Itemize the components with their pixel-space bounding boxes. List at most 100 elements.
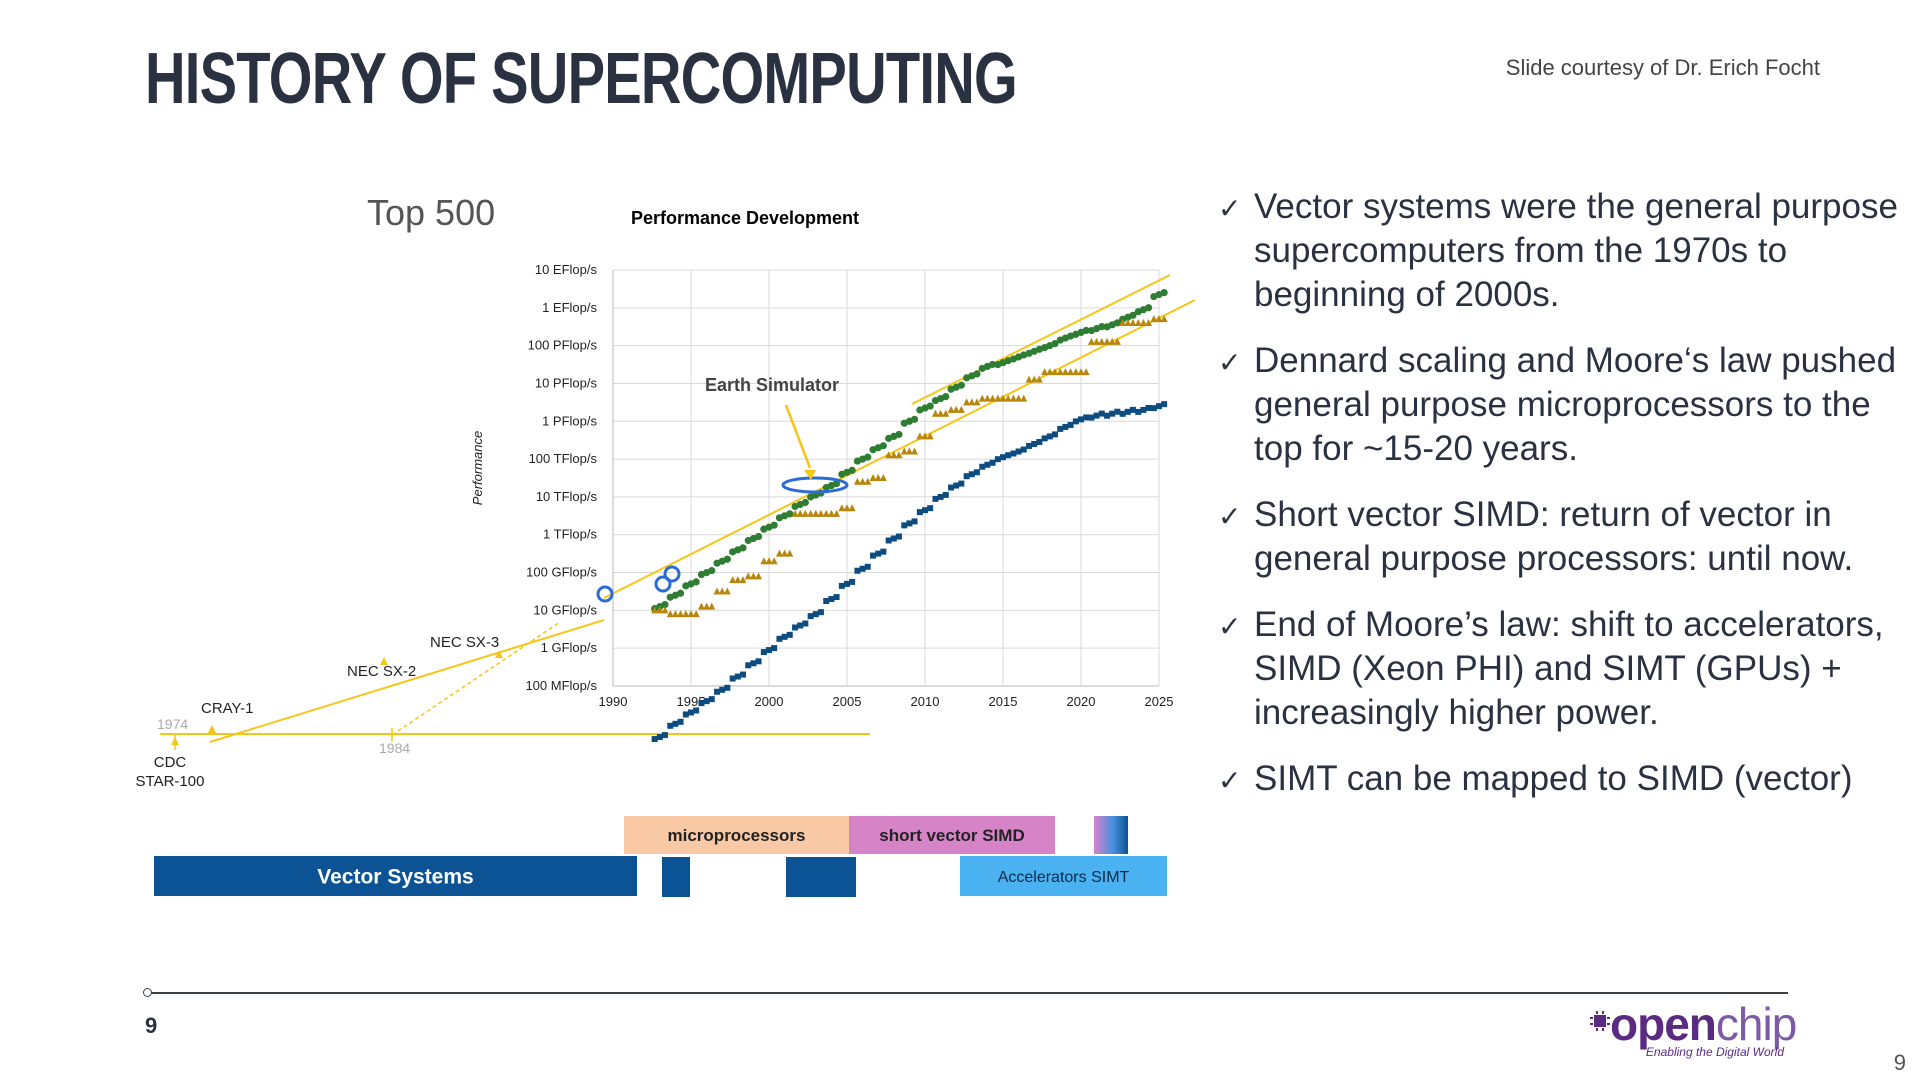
data-point-yellow <box>1051 368 1059 376</box>
data-point-yellow <box>1004 394 1012 402</box>
data-point-green <box>754 532 763 541</box>
annotation-arrowhead <box>804 470 816 480</box>
data-point-blue <box>714 688 721 695</box>
y-tick-label: 10 PFlop/s <box>535 375 598 390</box>
data-point-blue <box>1109 410 1116 417</box>
data-point-yellow <box>1077 368 1085 376</box>
data-point-yellow <box>859 477 867 485</box>
performance-chart: 100 MFlop/s 1 GFlop/s 10 GFlop/s 100 GFlop/… <box>136 208 1196 897</box>
label-nec-sx3: NEC SX-3 <box>430 634 499 651</box>
data-point-green <box>692 578 700 586</box>
data-point-yellow <box>1093 337 1101 345</box>
data-point-yellow <box>775 549 783 557</box>
bullet-item: ✓ SIMT can be mapped to SIMD (vector) <box>1218 757 1908 801</box>
footer-divider <box>148 992 1788 994</box>
timeline-accelerators-simt <box>960 856 1167 896</box>
data-point-green <box>1160 289 1168 297</box>
page-number-right: 9 <box>1893 1050 1906 1075</box>
data-point-blue <box>682 711 689 718</box>
data-point-yellow <box>791 509 799 517</box>
timeline-microprocessors-label: microprocessors <box>668 826 806 845</box>
openchip-logo: openchip Enabling the Digital World <box>1588 997 1797 1063</box>
data-point-yellow <box>952 405 960 413</box>
x-tick-label: 1995 <box>677 694 706 709</box>
data-point-blue <box>922 507 928 514</box>
data-point-yellow <box>989 394 997 402</box>
x-tick-label: 2015 <box>989 694 1018 709</box>
label-star100: STAR-100 <box>136 773 205 790</box>
data-point-blue <box>1036 438 1043 445</box>
data-point-blue <box>651 736 658 743</box>
data-point-yellow <box>911 447 919 455</box>
timeline-short-vector-simd-label: short vector SIMD <box>879 826 1024 845</box>
data-point-yellow <box>937 409 945 417</box>
logo-tagline: Enabling the Digital World <box>1645 1045 1784 1059</box>
label-1984: 1984 <box>379 740 410 756</box>
data-point-blue <box>906 520 913 527</box>
data-point-blue <box>859 565 866 572</box>
data-point-blue <box>1026 442 1033 449</box>
data-point-blue <box>781 633 788 640</box>
data-point-blue <box>1140 406 1147 413</box>
trend-line-main <box>603 299 1196 599</box>
y-axis-title: Performance <box>470 431 485 505</box>
data-point-blue <box>1015 448 1022 455</box>
data-point-green <box>957 381 965 389</box>
chart-title: Performance Development <box>631 208 859 228</box>
trend-line-short-vector <box>911 274 1171 405</box>
data-point-blue <box>786 631 793 638</box>
data-point-green <box>910 415 919 423</box>
data-point-blue <box>1041 435 1048 442</box>
data-point-blue <box>760 649 767 656</box>
data-point-green <box>1144 304 1153 312</box>
y-tick-label: 100 MFlop/s <box>525 678 597 693</box>
data-point-yellow <box>838 504 846 512</box>
data-point-green <box>832 479 841 488</box>
data-point-blue <box>734 673 741 680</box>
data-point-yellow <box>734 576 742 584</box>
data-point-yellow <box>1108 337 1116 345</box>
data-point-blue <box>864 563 871 570</box>
data-point-yellow <box>1119 318 1127 326</box>
data-point-blue <box>994 456 1001 463</box>
data-point-green <box>739 544 747 552</box>
data-point-yellow <box>1087 337 1095 345</box>
data-point-yellow <box>1139 318 1147 326</box>
data-point-blue <box>750 660 757 667</box>
data-point-blue <box>823 597 830 604</box>
data-point-yellow <box>916 432 924 440</box>
data-point-blue <box>1088 414 1095 421</box>
data-point-yellow <box>1046 368 1054 376</box>
y-tick-label: 1 TFlop/s <box>543 527 597 542</box>
data-point-blue <box>833 594 840 601</box>
data-point-yellow <box>957 405 965 413</box>
data-point-blue <box>661 732 668 739</box>
data-point-yellow <box>874 474 882 481</box>
data-point-green <box>1051 340 1059 348</box>
data-point-blue <box>1129 406 1136 413</box>
data-point-yellow <box>983 394 991 402</box>
data-point-blue <box>724 684 731 691</box>
data-point-blue <box>776 635 783 642</box>
data-point-yellow <box>1113 337 1121 345</box>
highlight-circle <box>663 565 681 583</box>
data-point-yellow <box>817 509 825 517</box>
data-point-yellow <box>994 394 1002 402</box>
data-point-blue <box>948 484 955 491</box>
data-point-yellow <box>1124 318 1132 326</box>
data-point-yellow <box>765 557 773 565</box>
bullet-item: ✓ Dennard scaling and Moore‘s law pushed … <box>1218 341 1897 468</box>
data-point-yellow <box>770 557 778 565</box>
label-nec-sx2: NEC SX-2 <box>347 663 416 680</box>
data-point-blue <box>1093 412 1100 419</box>
checkmark-icon: ✓ <box>1218 501 1242 532</box>
label-1974: 1974 <box>157 716 188 732</box>
data-point-yellow <box>931 409 939 417</box>
data-point-blue <box>838 582 845 589</box>
data-point-blue <box>973 469 980 476</box>
data-point-yellow <box>1160 315 1168 323</box>
checkmark-icon: ✓ <box>1218 765 1242 796</box>
data-point-yellow <box>812 509 820 517</box>
data-point-green <box>864 453 872 461</box>
data-point-yellow <box>703 602 711 610</box>
